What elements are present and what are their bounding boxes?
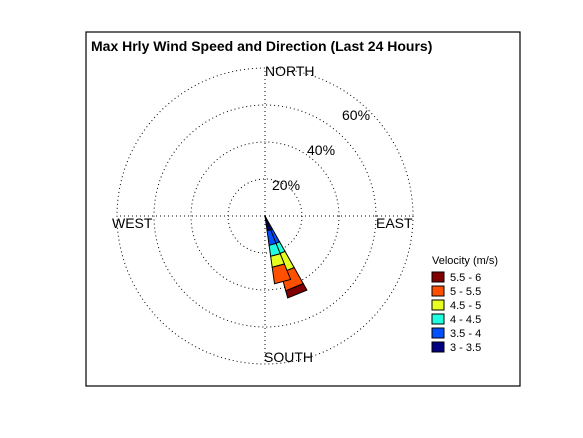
legend-label-2: 4.5 - 5 xyxy=(450,300,481,312)
ring-80 xyxy=(116,67,414,365)
legend-label-4: 3.5 - 4 xyxy=(450,328,481,340)
direction-labels: NORTH SOUTH EAST WEST xyxy=(112,63,413,365)
ring-label-40: 40% xyxy=(307,142,335,158)
legend-swatch-0 xyxy=(431,271,445,283)
south-label: SOUTH xyxy=(264,349,313,365)
legend-label-1: 5 - 5.5 xyxy=(450,286,481,298)
legend-swatch-3 xyxy=(431,313,445,325)
legend-label-0: 5.5 - 6 xyxy=(450,272,481,284)
ring-40 xyxy=(190,141,340,291)
north-label: NORTH xyxy=(265,63,315,79)
legend-swatch-2 xyxy=(431,299,445,311)
legend-swatch-5 xyxy=(431,341,445,353)
sector-0-bin-5 xyxy=(285,282,308,299)
sector-1-bin-4 xyxy=(271,263,292,285)
velocity-legend: Velocity (m/s) 5.5 - 6 5 - 5.5 4.5 - 5 4 - … xyxy=(431,255,498,354)
polar-grid xyxy=(116,67,414,365)
wind-sectors xyxy=(264,215,308,299)
chart-title: Max Hrly Wind Speed and Direction (Last … xyxy=(91,38,432,54)
ring-labels: 20% 40% 60% xyxy=(272,107,370,193)
east-label: EAST xyxy=(376,215,413,231)
legend-title: Velocity (m/s) xyxy=(432,255,498,267)
plot-frame xyxy=(85,31,521,387)
ring-20 xyxy=(227,178,303,254)
ring-60 xyxy=(153,104,377,328)
ring-label-60: 60% xyxy=(342,107,370,123)
west-label: WEST xyxy=(112,215,153,231)
ring-label-20: 20% xyxy=(272,177,300,193)
legend-label-5: 3 - 3.5 xyxy=(450,342,481,354)
legend-swatch-1 xyxy=(431,285,445,297)
legend-swatch-4 xyxy=(431,327,445,339)
legend-label-3: 4 - 4.5 xyxy=(450,314,481,326)
